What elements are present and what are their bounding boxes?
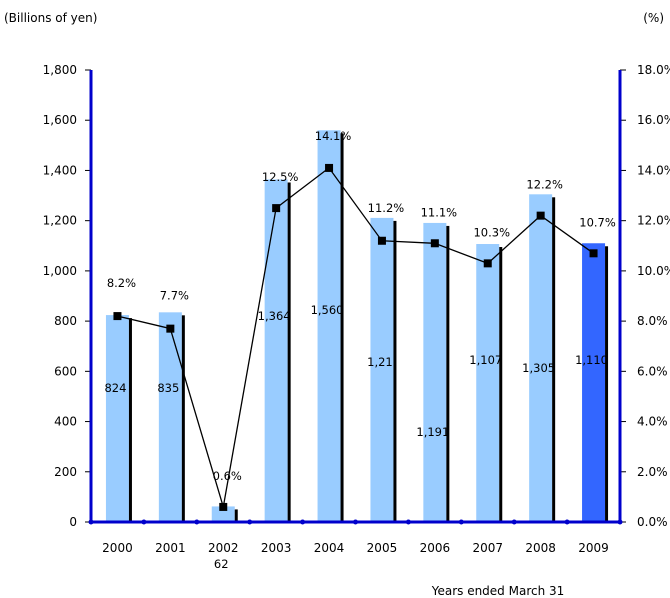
x-axis-dot — [247, 519, 253, 525]
y-right-tick-label: 12.0% — [637, 214, 670, 228]
x-axis-dot — [405, 519, 411, 525]
y-right-tick-label: 14.0% — [637, 163, 670, 177]
ratio-value-label: 0.6% — [213, 469, 242, 483]
bar-shadow — [234, 509, 238, 522]
ratio-value-label: 7.7% — [160, 289, 189, 303]
x-axis-dot — [88, 519, 94, 525]
y-right-tick-label: 10.0% — [637, 264, 670, 278]
x-axis-dot — [564, 519, 570, 525]
x-tick-label: 2009 — [578, 541, 609, 555]
bar — [211, 506, 235, 522]
bar-value-label: 1,21 — [367, 355, 393, 369]
ratio-value-label: 12.5% — [262, 170, 299, 184]
bar-shadow — [605, 246, 609, 522]
ratio-value-label: 10.3% — [473, 225, 510, 239]
y-right-tick-label: 4.0% — [637, 415, 668, 429]
bar — [476, 244, 500, 522]
bar-value-label: 1,560 — [311, 303, 344, 317]
bar-value-label: 1,364 — [258, 309, 291, 323]
bar — [105, 315, 129, 522]
ratio-value-label: 12.2% — [526, 178, 563, 192]
y-right-tick-label: 18.0% — [637, 63, 670, 77]
bar-shadow — [128, 318, 132, 522]
ratio-point — [536, 211, 545, 220]
x-axis-title: Years ended March 31 — [431, 584, 565, 598]
plot-area: 0 200 400 600 800 1,000 1,200 1,400 1,600 1,800 0.… — [43, 63, 670, 571]
y-left-tick-label: 1,600 — [43, 113, 77, 127]
ratio-point — [219, 502, 228, 511]
y-right-tick-label: 0.0% — [637, 515, 668, 529]
x-tick-label: 2008 — [525, 541, 556, 555]
ratio-value-label: 10.7% — [579, 215, 616, 229]
bar-value-label: 1,305 — [522, 361, 555, 375]
bar-shadow — [181, 315, 185, 522]
y-left-tick-label: 1,000 — [43, 264, 77, 278]
bar-shadow — [287, 182, 291, 523]
x-axis-dot — [458, 519, 464, 525]
bar-value-label: 1,110 — [575, 353, 608, 367]
x-axis-dot — [300, 519, 306, 525]
ratio-value-label: 8.2% — [107, 276, 136, 290]
y-left-tick-label: 0 — [69, 515, 77, 529]
ratio-point — [272, 204, 281, 213]
x-tick-label: 2001 — [155, 541, 186, 555]
ratio-value-label: 14.1% — [315, 129, 352, 143]
bar-value-label: 835 — [157, 381, 179, 395]
ratio-line — [117, 166, 594, 508]
bar — [317, 130, 341, 522]
y-left-tick-label: 400 — [54, 415, 77, 429]
ratio-point — [113, 312, 122, 321]
bar-value-label: 62 — [214, 557, 229, 571]
ratio-value-label: 11.2% — [368, 201, 405, 215]
x-tick-label: 2005 — [367, 541, 398, 555]
y-left-tick-label: 1,800 — [43, 63, 77, 77]
x-tick-label: 2000 — [102, 541, 133, 555]
ratio-point — [325, 163, 334, 172]
bar — [423, 222, 447, 522]
ratio-value-label: 11.1% — [421, 205, 458, 219]
y-right-tick-label: 16.0% — [637, 113, 670, 127]
ratio-point — [377, 236, 386, 245]
y-left-tick-label: 600 — [54, 364, 77, 378]
bar-shadow — [499, 247, 503, 522]
y-right-tick-label: 6.0% — [637, 364, 668, 378]
y-right-tick-label: 2.0% — [637, 465, 668, 479]
x-tick-label: 2002 — [208, 541, 239, 555]
y-left-tick-label: 800 — [54, 314, 77, 328]
ratio-point — [430, 239, 439, 248]
bar-shadow — [552, 197, 556, 523]
y-right-tick-label: 8.0% — [637, 314, 668, 328]
x-axis-dot — [353, 519, 358, 525]
ratio-point — [166, 324, 175, 333]
x-axis-dot — [617, 519, 623, 525]
x-axis-dot — [141, 519, 147, 525]
x-axis-dot — [511, 519, 517, 525]
x-tick-label: 2006 — [420, 541, 451, 555]
bar-shadow — [340, 133, 344, 522]
bar — [529, 194, 553, 523]
x-tick-label: 2007 — [472, 541, 503, 555]
ratio-point — [483, 259, 492, 268]
bar — [158, 312, 182, 522]
x-axis-dot — [194, 519, 200, 525]
bar-shadow — [393, 220, 397, 522]
left-axis-unit-label: (Billions of yen) — [4, 11, 97, 25]
bar-value-label: 1,107 — [469, 353, 502, 367]
bar — [264, 179, 288, 523]
y-left-tick-label: 200 — [54, 465, 77, 479]
y-left-tick-label: 1,200 — [43, 214, 77, 228]
bar-shadow — [446, 225, 450, 522]
x-tick-label: 2003 — [261, 541, 292, 555]
bar-value-label: 1,191 — [416, 425, 449, 439]
bar — [370, 217, 394, 522]
x-tick-label: 2004 — [314, 541, 345, 555]
ratio-point — [589, 249, 598, 258]
bar — [582, 243, 606, 522]
bar-value-label: 824 — [104, 381, 126, 395]
right-axis-unit-label: (%) — [643, 11, 664, 25]
y-left-tick-label: 1,400 — [43, 163, 77, 177]
